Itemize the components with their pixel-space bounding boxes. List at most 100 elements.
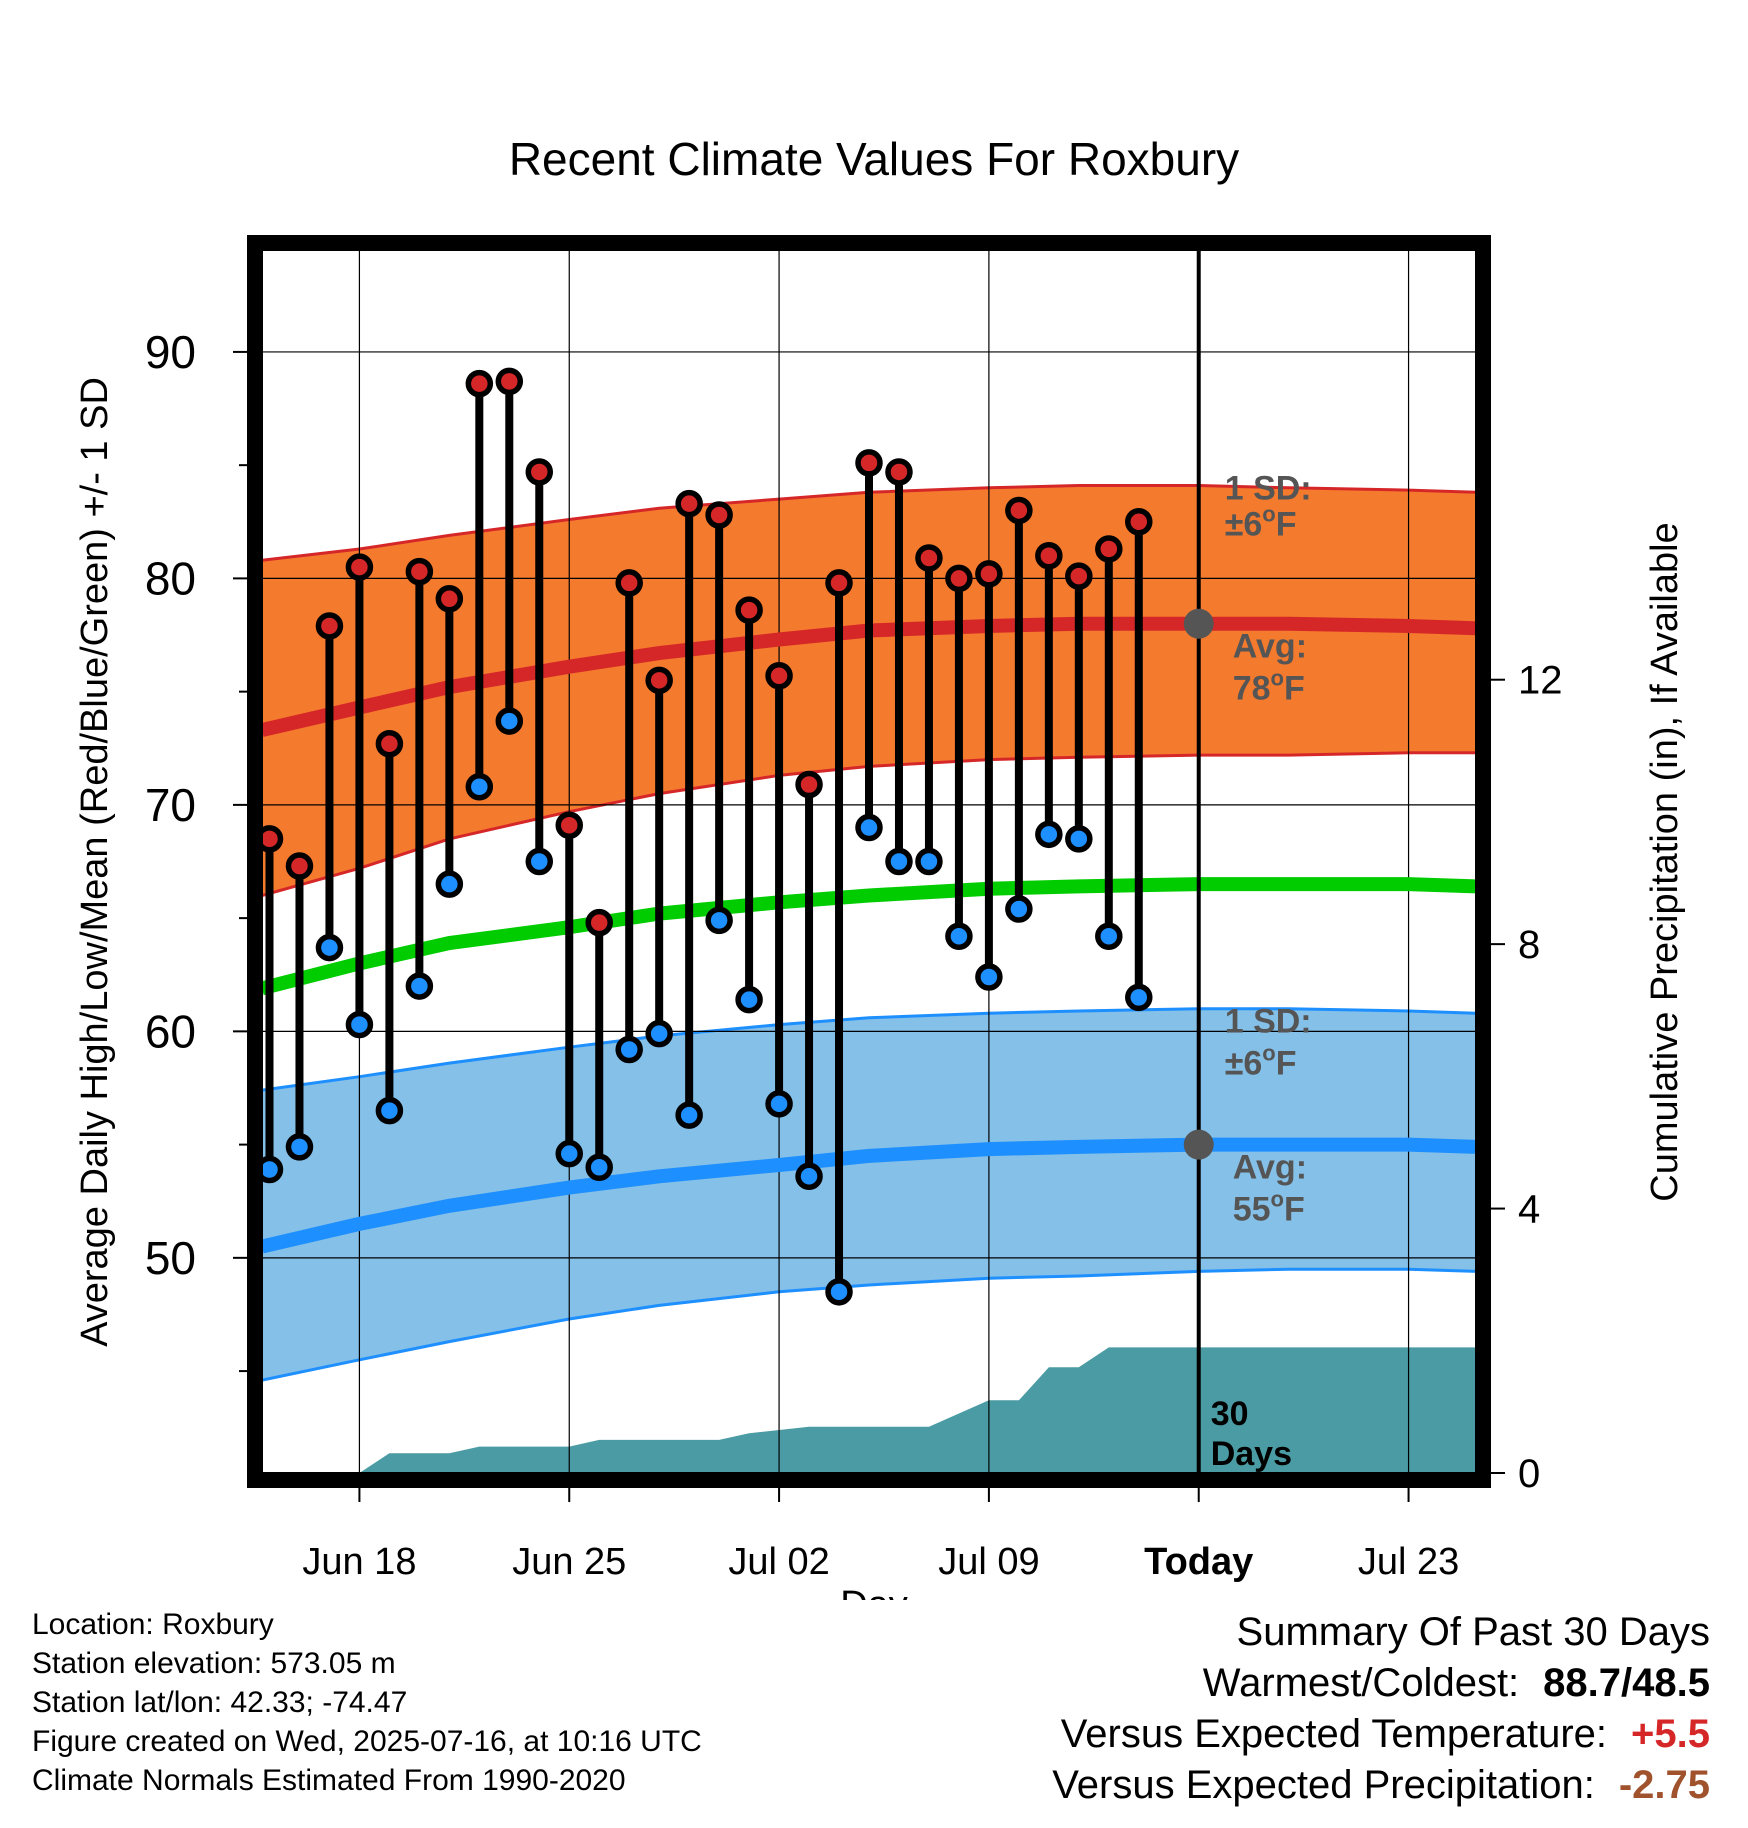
low-sd-lower-edge <box>262 1267 1476 1382</box>
daily-low-point <box>975 963 1003 991</box>
y-tick-label: 90 <box>145 326 196 378</box>
daily-low-point <box>1035 820 1063 849</box>
precip-departure-label: Versus Expected Precipitation: <box>1052 1763 1595 1807</box>
daily-low-point <box>375 1096 404 1125</box>
daily-low-point <box>585 1153 613 1181</box>
daily-low-point <box>1095 922 1123 950</box>
high-avg-value: 78oF <box>1233 666 1305 708</box>
warmest-coldest-row: Warmest/Coldest: 88.7/48.5 <box>1052 1663 1710 1714</box>
normal-mean-line <box>262 877 1476 996</box>
y2-tick-label: 0 <box>1518 1452 1540 1496</box>
y2-axis-label: Cumulative Precipitation (in), If Availa… <box>1644 522 1686 1201</box>
normals-text: Climate Normals Estimated From 1990-2020 <box>32 1764 626 1797</box>
daily-high-point <box>345 553 374 581</box>
daily-high-point <box>855 449 883 477</box>
low-sd-value: ±6oF <box>1225 1041 1297 1083</box>
daily-high-point <box>795 770 823 799</box>
daily-low-point <box>945 922 973 950</box>
y-tick-label: 50 <box>145 1232 196 1284</box>
x-tick-label: Jul 02 <box>728 1541 829 1583</box>
precipitation-area <box>359 1347 1476 1473</box>
low-avg-value: 55oF <box>1233 1187 1305 1229</box>
daily-low-point <box>435 870 464 898</box>
daily-high-point <box>1095 535 1123 563</box>
daily-high-point <box>735 596 763 624</box>
daily-high-point <box>262 825 284 853</box>
daily-low-point <box>885 847 913 876</box>
daily-low-point <box>495 707 524 735</box>
daily-low-point <box>645 1019 673 1048</box>
daily-low-point <box>465 773 494 801</box>
daily-high-point <box>285 852 314 880</box>
high-avg-label: Avg: <box>1233 628 1307 666</box>
daily-low-point <box>285 1133 314 1161</box>
y2-tick-label: 12 <box>1518 659 1563 703</box>
temp-departure-value: +5.5 <box>1631 1712 1710 1756</box>
warmest-coldest-value: 88.7/48.5 <box>1543 1661 1710 1705</box>
daily-high-point <box>1005 496 1033 525</box>
daily-low-point <box>615 1035 643 1064</box>
low-sd-label: 1 SD: <box>1225 1003 1312 1041</box>
today-normal-high-marker <box>1183 608 1214 639</box>
daily-low-point <box>345 1010 374 1039</box>
latlon-text: Station lat/lon: 42.33; -74.47 <box>32 1686 408 1719</box>
daily-high-point <box>495 367 524 396</box>
daily-high-point <box>1125 508 1153 536</box>
x-tick-label: Today <box>1144 1541 1253 1583</box>
daily-low-point <box>765 1090 793 1118</box>
daily-low-point <box>795 1162 823 1191</box>
station-info: Location: Roxbury Station elevation: 573… <box>32 1610 702 1805</box>
daily-high-point <box>825 569 853 597</box>
high-sd-label: 1 SD: <box>1225 470 1312 508</box>
high-sd-value: ±6oF <box>1225 502 1297 544</box>
climate-chart: Recent Climate Values For Roxbury 1 SD:±… <box>74 0 1686 1600</box>
daily-low-point <box>855 813 883 842</box>
daily-high-point <box>705 501 733 529</box>
x-tick-label: Jun 25 <box>512 1541 626 1583</box>
daily-low-point <box>735 985 763 1014</box>
created-text: Figure created on Wed, 2025-07-16, at 10… <box>32 1725 702 1758</box>
precip-departure-row: Versus Expected Precipitation: -2.75 <box>1052 1765 1710 1816</box>
x-tick-label: Jun 18 <box>302 1541 416 1583</box>
daily-high-point <box>765 662 793 690</box>
summary-panel: Summary Of Past 30 Days Warmest/Coldest:… <box>1052 1612 1710 1816</box>
daily-high-point <box>525 458 554 486</box>
x-tick-label: Jul 23 <box>1358 1541 1459 1583</box>
y-axis-label: Average Daily High/Low/Mean (Red/Blue/Gr… <box>74 377 116 1347</box>
today-normal-low-marker <box>1183 1129 1214 1160</box>
daily-high-point <box>915 544 943 572</box>
x-axis-label: Day <box>840 1584 908 1600</box>
chart-title: Recent Climate Values For Roxbury <box>509 133 1239 185</box>
daily-low-point <box>555 1139 583 1168</box>
y-tick-label: 60 <box>145 1005 196 1057</box>
y-tick-label: 80 <box>145 552 196 604</box>
daily-low-point <box>1125 983 1153 1012</box>
window-length-unit: Days <box>1211 1435 1292 1473</box>
daily-high-point <box>615 569 643 597</box>
daily-high-point <box>555 811 583 840</box>
axes: 50 60 70 80 90 0 4 8 12 Jun 18 Jun 25 Jul 02 Jul 09 T… <box>145 235 1563 1583</box>
daily-low-point <box>405 972 434 1000</box>
daily-high-point <box>945 564 973 593</box>
daily-high-point <box>975 560 1003 588</box>
daily-high-point <box>885 458 913 486</box>
daily-low-point <box>1158 0 1180 11</box>
daily-high-point <box>315 612 344 640</box>
elevation-text: Station elevation: 573.05 m <box>32 1647 396 1680</box>
daily-high-point <box>405 557 434 586</box>
daily-low-point <box>675 1101 703 1129</box>
low-avg-label: Avg: <box>1233 1149 1307 1187</box>
daily-low-point <box>525 847 554 876</box>
temp-departure-row: Versus Expected Temperature: +5.5 <box>1052 1714 1710 1765</box>
y-tick-label: 70 <box>145 779 196 831</box>
daily-low-point <box>1065 825 1093 853</box>
summary-title: Summary Of Past 30 Days <box>1236 1610 1710 1654</box>
daily-low-point <box>915 847 943 876</box>
daily-low-point <box>825 1278 853 1306</box>
daily-high-point <box>1158 0 1180 11</box>
daily-low-point <box>1005 895 1033 923</box>
precip-departure-value: -2.75 <box>1618 1763 1710 1807</box>
daily-high-point <box>435 585 464 613</box>
daily-high-point <box>1065 562 1093 590</box>
